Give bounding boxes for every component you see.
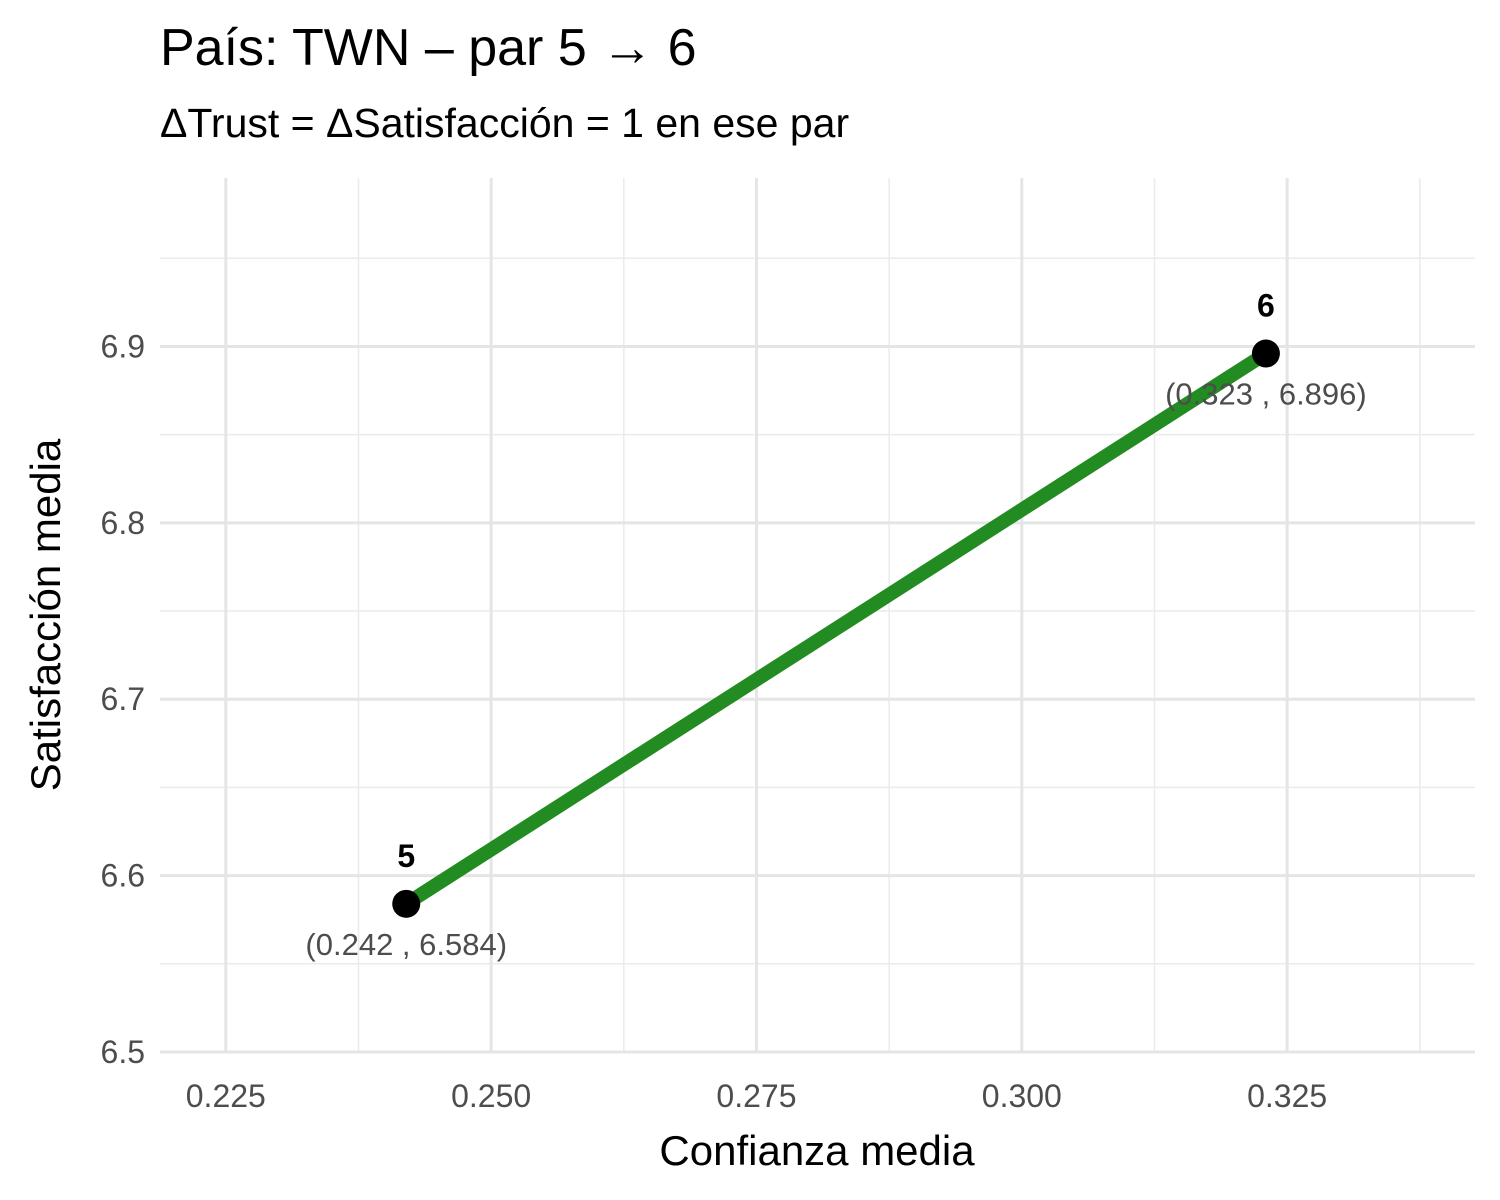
data-point — [1251, 339, 1280, 368]
chart-title: País: TWN – par 5 → 6 — [160, 19, 697, 77]
x-tick-label: 0.300 — [982, 1078, 1062, 1114]
y-tick-label: 6.6 — [101, 858, 145, 894]
y-tick-labels: 6.5 6.6 6.7 6.8 6.9 — [101, 328, 145, 1070]
y-axis-title: Satisfacción media — [22, 438, 69, 791]
point-label: 5 — [397, 838, 415, 874]
series-line-layer — [402, 347, 1270, 910]
x-tick-label: 0.225 — [186, 1078, 266, 1114]
point-labels-layer: 5 (0.242 , 6.584) 6 (0.323 , 6.896) — [305, 288, 1366, 962]
point-coord-label: (0.242 , 6.584) — [305, 927, 507, 962]
y-tick-label: 6.7 — [101, 681, 145, 717]
data-point — [392, 889, 421, 918]
chart-subtitle: ΔTrust = ΔSatisfacción = 1 en ese par — [160, 100, 850, 146]
y-tick-label: 6.5 — [101, 1034, 145, 1070]
x-tick-label: 0.275 — [716, 1078, 796, 1114]
series-line — [402, 347, 1270, 910]
points-layer — [392, 339, 1280, 918]
point-coord-label: (0.323 , 6.896) — [1165, 377, 1367, 412]
y-tick-label: 6.8 — [101, 505, 145, 541]
point-label: 6 — [1257, 288, 1275, 324]
grid-major — [160, 178, 1475, 1054]
x-tick-label: 0.250 — [451, 1078, 531, 1114]
x-tick-labels: 0.225 0.250 0.275 0.300 0.325 — [186, 1078, 1327, 1114]
x-axis-title: Confianza media — [659, 1127, 975, 1174]
x-tick-label: 0.325 — [1247, 1078, 1327, 1114]
grid-minor — [160, 178, 1475, 1052]
y-tick-label: 6.9 — [101, 328, 145, 364]
